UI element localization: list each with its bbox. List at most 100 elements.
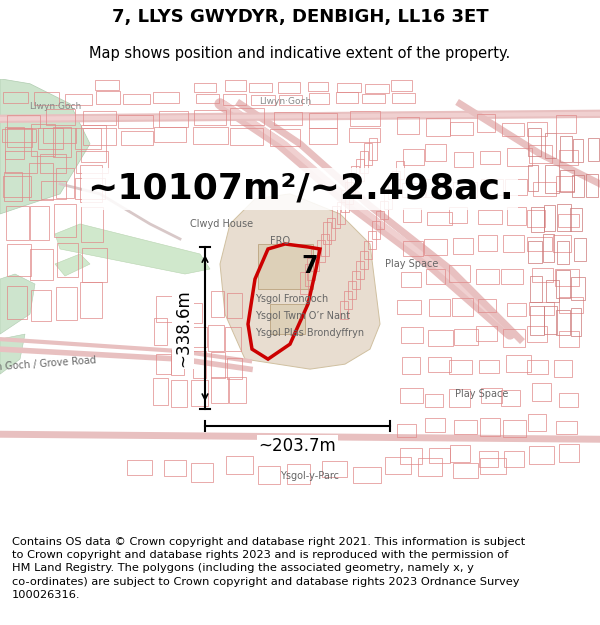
Bar — [570, 208, 582, 231]
Bar — [478, 299, 496, 312]
Bar — [156, 354, 171, 374]
Bar — [559, 444, 579, 462]
Bar — [530, 276, 542, 302]
Bar — [507, 148, 532, 166]
Bar — [560, 136, 572, 162]
Bar — [344, 291, 352, 309]
Bar — [56, 287, 77, 320]
Bar — [7, 244, 31, 276]
Bar — [307, 258, 315, 280]
Bar — [559, 331, 579, 347]
Bar — [309, 112, 337, 128]
Bar — [81, 125, 106, 162]
Bar — [380, 201, 388, 219]
Bar — [452, 298, 473, 316]
Text: Ysgol-y-Parc: Ysgol-y-Parc — [281, 471, 340, 481]
Bar — [323, 222, 331, 244]
Bar — [571, 308, 581, 336]
Bar — [164, 460, 186, 476]
Text: ~10107m²/~2.498ac.: ~10107m²/~2.498ac. — [86, 172, 514, 206]
Text: ~338.6m: ~338.6m — [174, 289, 192, 367]
Bar — [385, 458, 411, 474]
Text: Llwyn·Goch: Llwyn·Goch — [29, 102, 81, 111]
Bar — [503, 329, 525, 347]
Bar — [396, 161, 404, 179]
Bar — [479, 451, 498, 468]
Bar — [360, 151, 368, 173]
Bar — [41, 181, 66, 199]
Bar — [403, 149, 424, 165]
Bar — [429, 448, 450, 463]
Bar — [544, 205, 555, 231]
Bar — [230, 107, 264, 125]
Bar — [397, 117, 419, 134]
Bar — [95, 80, 119, 90]
Bar — [364, 143, 372, 165]
Bar — [34, 92, 59, 105]
Bar — [527, 237, 552, 251]
Bar — [424, 239, 447, 255]
Bar — [571, 277, 585, 300]
Bar — [3, 176, 31, 197]
Bar — [480, 418, 500, 436]
Bar — [449, 360, 472, 374]
Bar — [175, 302, 189, 323]
Bar — [194, 82, 216, 92]
Bar — [477, 114, 495, 132]
Bar — [546, 280, 559, 302]
Bar — [208, 325, 224, 351]
Bar — [96, 91, 120, 104]
Bar — [362, 94, 385, 102]
Bar — [388, 181, 396, 199]
Bar — [480, 151, 500, 164]
Bar — [300, 272, 308, 294]
Bar — [372, 221, 380, 239]
Bar — [530, 306, 544, 335]
Bar — [123, 94, 150, 104]
Bar — [503, 235, 524, 252]
Bar — [402, 183, 426, 197]
Bar — [80, 165, 102, 202]
Bar — [480, 458, 506, 474]
Bar — [454, 420, 477, 434]
Bar — [337, 202, 345, 224]
Bar — [7, 128, 32, 147]
Bar — [529, 145, 552, 163]
Bar — [40, 154, 66, 173]
Bar — [532, 268, 553, 282]
Text: Clwyd House: Clwyd House — [190, 219, 253, 229]
Bar — [556, 115, 576, 133]
Bar — [154, 318, 167, 345]
Bar — [528, 165, 538, 191]
Bar — [391, 80, 412, 91]
Bar — [501, 390, 520, 406]
Bar — [453, 463, 478, 478]
Bar — [287, 464, 310, 484]
Bar — [559, 150, 578, 165]
Bar — [196, 94, 219, 102]
Bar — [227, 358, 242, 379]
Bar — [230, 128, 263, 145]
Polygon shape — [0, 274, 35, 334]
Bar — [336, 92, 358, 103]
Bar — [425, 394, 443, 408]
Bar — [347, 174, 355, 196]
Text: Map shows position and indicative extent of the property.: Map shows position and indicative extent… — [89, 46, 511, 61]
Bar — [528, 128, 541, 156]
Bar — [543, 234, 554, 262]
Bar — [527, 360, 548, 374]
Bar — [258, 244, 313, 289]
Bar — [360, 251, 368, 269]
Bar — [527, 122, 547, 136]
Bar — [557, 204, 571, 231]
Bar — [554, 360, 572, 377]
Bar — [545, 133, 556, 158]
Bar — [401, 272, 421, 287]
Bar — [270, 304, 305, 334]
Bar — [573, 139, 583, 162]
Bar — [5, 127, 24, 159]
Bar — [392, 92, 415, 103]
Bar — [397, 424, 416, 438]
Bar — [127, 460, 152, 475]
Bar — [83, 111, 116, 125]
